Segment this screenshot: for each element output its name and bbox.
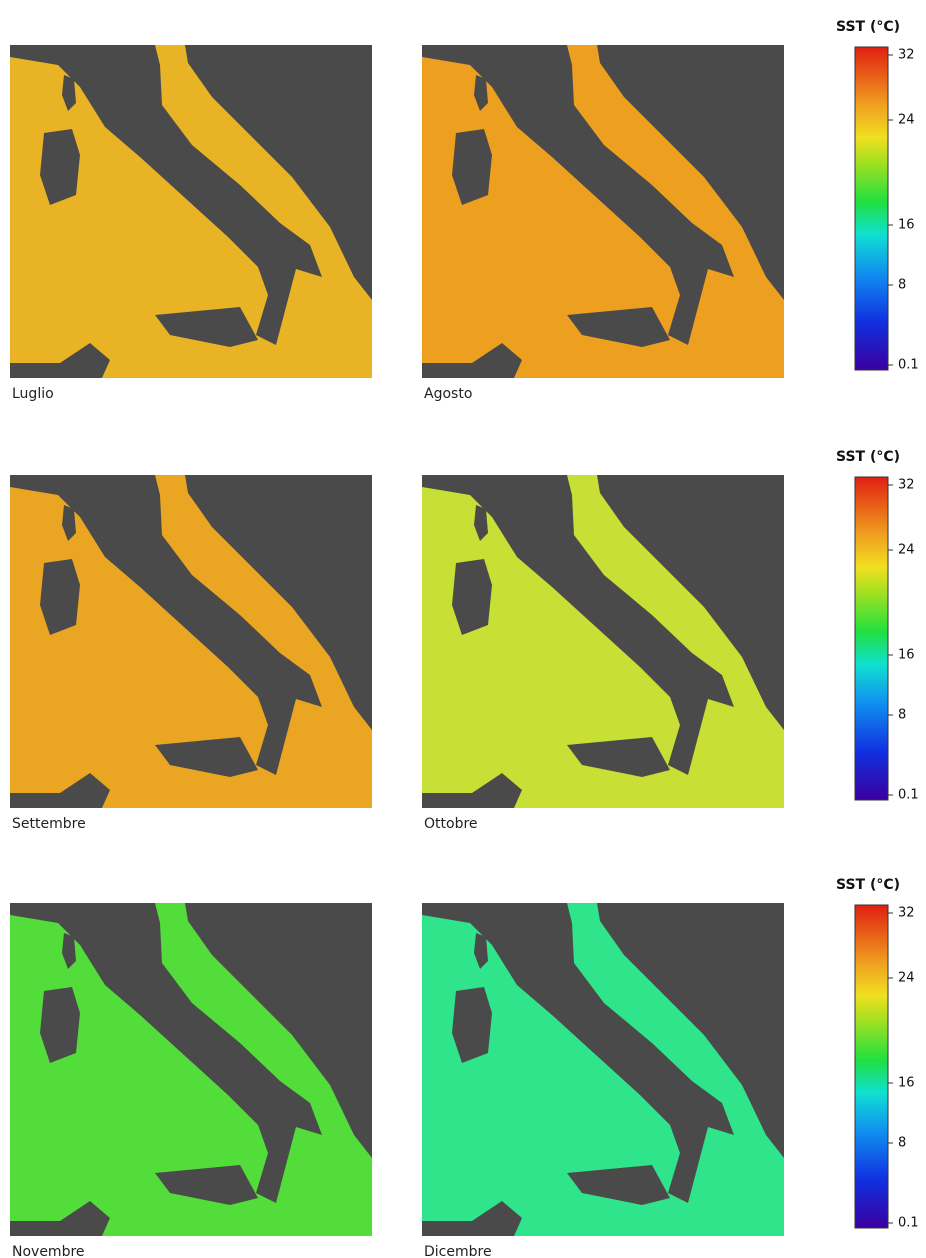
map-panel: Luglio	[10, 45, 372, 402]
colorbar-title: SST (°C)	[836, 19, 900, 35]
map-caption: Ottobre	[424, 816, 478, 832]
colorbar-tick-label: 8	[898, 708, 906, 723]
map-caption: Agosto	[424, 386, 472, 402]
colorbar: SST (°C) 32 24 16 8 0.1	[836, 19, 919, 373]
colorbar-tick-label: 0.1	[898, 358, 919, 373]
colorbar-tick-label: 16	[898, 1076, 915, 1091]
colorbar-tick-label: 16	[898, 218, 915, 233]
colorbar-tick-label: 0.1	[898, 788, 919, 803]
colorbar-tick-label: 32	[898, 48, 915, 63]
colorbar-tick-label: 24	[898, 971, 915, 986]
colorbar: SST (°C) 32 24 16 8 0.1	[836, 449, 919, 803]
map-panel: Novembre	[10, 903, 372, 1258]
colorbar-tick-label: 0.1	[898, 1216, 919, 1231]
map-caption: Novembre	[12, 1244, 85, 1258]
map-panel: Agosto	[422, 45, 784, 402]
colorbar: SST (°C) 32 24 16 8 0.1	[836, 877, 919, 1231]
colorbar-ramp	[855, 905, 888, 1228]
figure-canvas: Luglio Agosto Settembre Ottobre Novembre Dice…	[0, 0, 926, 1258]
colorbar-tick-label: 24	[898, 113, 915, 128]
colorbar-tick-label: 32	[898, 906, 915, 921]
figure: Luglio Agosto Settembre Ottobre Novembre Dice…	[0, 0, 926, 1258]
colorbar-tick-label: 32	[898, 478, 915, 493]
map-panel: Dicembre	[422, 903, 784, 1258]
colorbar-tick-label: 8	[898, 1136, 906, 1151]
colorbar-ramp	[855, 47, 888, 370]
map-panel: Ottobre	[422, 475, 784, 832]
colorbar-tick-label: 24	[898, 543, 915, 558]
colorbar-title: SST (°C)	[836, 877, 900, 893]
map-caption: Luglio	[12, 386, 54, 402]
colorbar-ramp	[855, 477, 888, 800]
map-caption: Dicembre	[424, 1244, 492, 1258]
colorbar-title: SST (°C)	[836, 449, 900, 465]
colorbar-tick-label: 16	[898, 648, 915, 663]
map-caption: Settembre	[12, 816, 86, 832]
colorbar-tick-label: 8	[898, 278, 906, 293]
map-panel: Settembre	[10, 475, 372, 832]
